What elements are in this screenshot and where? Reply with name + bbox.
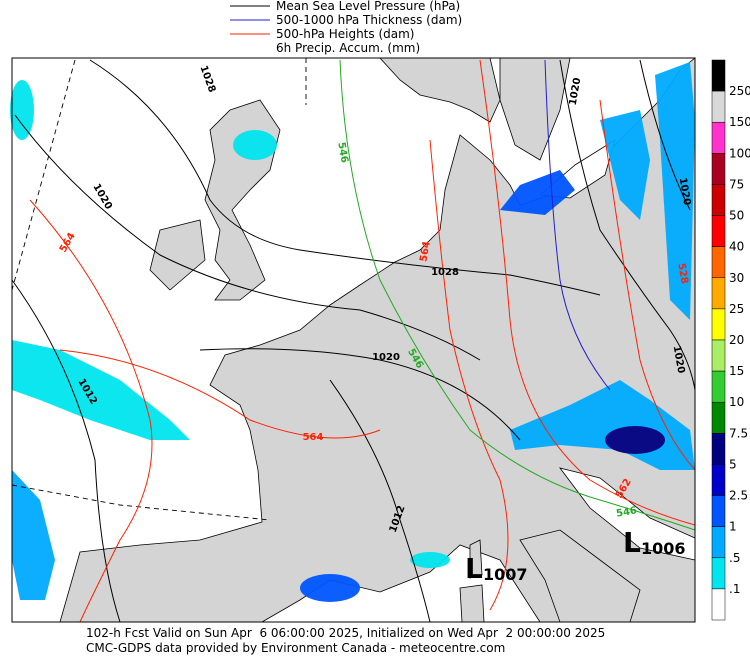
colorbar-label: .5: [729, 551, 740, 565]
contour-label: 1020: [372, 352, 400, 363]
colorbar-label: 20: [729, 333, 744, 347]
sardinia: [459, 584, 485, 623]
colorbar-label: 15: [729, 364, 744, 378]
thickness-contour: [544, 59, 611, 391]
colorbar-label: 150: [729, 115, 750, 129]
colorbar-label: 5: [729, 457, 737, 471]
colorbar-swatch: [711, 277, 726, 310]
legend-label: 500-hPa Heights (dam): [276, 27, 414, 41]
precip-area: [605, 426, 665, 454]
isobar: [199, 348, 521, 441]
contour-label: 1020: [568, 77, 584, 106]
colorbar-swatch: [711, 90, 726, 123]
isobars: [11, 59, 696, 623]
precip-area: [410, 552, 450, 568]
contour-label: 528: [675, 262, 689, 285]
colorbar: 250 150 100 75 50 40 30 25 20 15 10 7.5 5 2.5 1 .5 .1: [711, 59, 750, 621]
height-contours: [29, 59, 696, 623]
height-contour: [479, 59, 696, 526]
colorbar-swatch: [711, 526, 726, 559]
isobar: [639, 59, 691, 211]
colorbar-swatch: [711, 464, 726, 496]
colorbar-label: 30: [729, 271, 744, 285]
footer: 102-h Fcst Valid on Sun Apr 6 06:00:00 2…: [86, 626, 605, 655]
precip-area: [500, 170, 575, 215]
precip-area: [10, 80, 34, 140]
colorbar-label: 10: [729, 395, 744, 409]
colorbar-swatch: [711, 308, 726, 341]
colorbar-label: 50: [729, 209, 744, 223]
corsica: [469, 539, 483, 579]
isobar: [559, 59, 696, 391]
height-contour: [429, 139, 509, 611]
colorbar-label: 25: [729, 302, 744, 316]
legend: Mean Sea Level Pressure (hPa)500-1000 hP…: [230, 0, 462, 55]
legend-label: Mean Sea Level Pressure (hPa): [276, 0, 460, 13]
precip-area: [600, 110, 650, 220]
footer-line: CMC-GDPS data provided by Environment Ca…: [86, 641, 505, 655]
colorbar-label: 40: [729, 240, 744, 254]
colorbar-label: 250: [729, 84, 750, 98]
thickness-contour: [339, 59, 696, 531]
precip-area: [12, 340, 190, 440]
grid-lines: [11, 58, 307, 521]
meridian: [11, 59, 76, 291]
contour-label: 1020: [671, 345, 687, 374]
contour-label: 564: [303, 432, 324, 443]
colorbar-swatch: [711, 246, 726, 279]
height-contour: [599, 99, 696, 471]
colorbar-swatch: [711, 153, 726, 185]
colorbar-swatch: [711, 121, 726, 154]
contour-label: 1020: [677, 177, 693, 206]
ireland: [149, 219, 206, 291]
colorbar-swatch: [711, 495, 726, 527]
low-pressure: 1006: [641, 539, 686, 558]
colorbar-swatch: [711, 588, 726, 621]
isobar: [89, 59, 601, 296]
precip-area: [233, 130, 277, 160]
colorbar-swatch: [711, 557, 726, 590]
height-contour: [29, 199, 153, 623]
norway: [379, 57, 501, 123]
colorbar-label: .1: [729, 582, 740, 596]
contour-label: 546: [615, 505, 638, 519]
legend-label: 6h Precip. Accum. (mm): [276, 41, 420, 55]
colorbar-label: 2.5: [729, 489, 748, 503]
colorbar-swatch: [711, 370, 726, 403]
isobar: [14, 114, 481, 361]
contour-label: 1028: [431, 267, 459, 278]
isobar: [329, 379, 431, 623]
contour-label: 546: [335, 141, 349, 164]
low-symbol: L: [623, 526, 641, 559]
colorbar-swatch: [711, 401, 726, 434]
colorbar-swatch: [711, 339, 726, 372]
colorbar-label: 1: [729, 520, 737, 534]
precip-area: [300, 574, 360, 602]
height-contour: [59, 349, 381, 439]
footer-line: 102-h Fcst Valid on Sun Apr 6 06:00:00 2…: [86, 626, 605, 640]
legend-label: 500-1000 hPa Thickness (dam): [276, 13, 462, 27]
italy: [519, 529, 641, 623]
colorbar-swatch: [711, 59, 726, 92]
isobar: [11, 279, 121, 623]
map-frame: [11, 57, 696, 623]
precip-area: [12, 470, 55, 600]
colorbar-label: 100: [729, 146, 750, 160]
colorbar-swatch: [711, 433, 726, 465]
low-pressure: 1007: [483, 565, 528, 584]
colorbar-swatch: [711, 184, 726, 216]
colorbar-label: 7.5: [729, 426, 748, 440]
thickness-contours: [339, 59, 696, 531]
precipitation: [10, 62, 695, 602]
contour-label: 564: [418, 240, 432, 263]
colorbar-swatch: [711, 215, 726, 247]
colorbar-label: 75: [729, 177, 744, 191]
precip-area: [655, 62, 695, 320]
low-symbol: L: [465, 552, 483, 585]
parallel: [11, 484, 271, 521]
